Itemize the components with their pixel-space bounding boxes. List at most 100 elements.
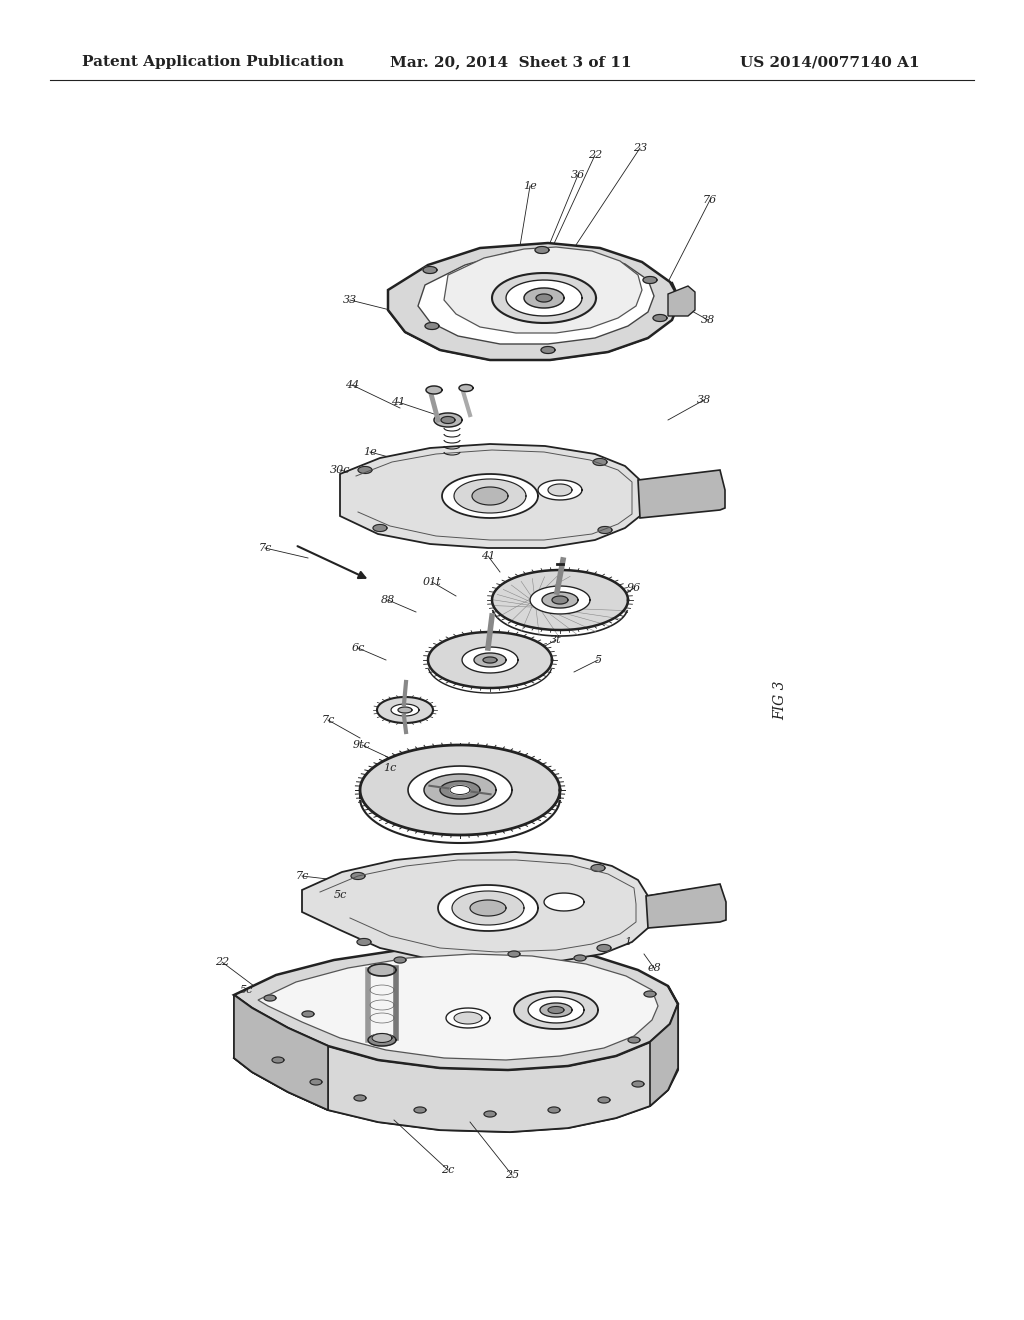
Text: 22: 22 <box>588 150 602 160</box>
Polygon shape <box>388 243 680 360</box>
Polygon shape <box>643 276 657 284</box>
Polygon shape <box>441 417 455 424</box>
Text: 38: 38 <box>700 315 715 325</box>
Polygon shape <box>351 873 365 879</box>
Polygon shape <box>302 851 724 964</box>
Polygon shape <box>628 1038 640 1043</box>
Text: 5: 5 <box>595 655 601 665</box>
Text: 1c: 1c <box>383 763 396 774</box>
Text: 96: 96 <box>627 583 641 593</box>
Polygon shape <box>598 527 612 533</box>
Polygon shape <box>530 586 590 614</box>
Polygon shape <box>540 1003 572 1016</box>
Polygon shape <box>368 964 396 975</box>
Text: 88: 88 <box>381 595 395 605</box>
Polygon shape <box>508 950 520 957</box>
Text: 7c: 7c <box>322 715 335 725</box>
Polygon shape <box>442 474 538 517</box>
Text: FIG 3: FIG 3 <box>773 680 787 719</box>
Polygon shape <box>574 954 586 961</box>
Polygon shape <box>440 781 480 799</box>
Polygon shape <box>644 991 656 997</box>
Polygon shape <box>597 945 611 952</box>
Polygon shape <box>459 384 473 392</box>
Polygon shape <box>450 785 470 795</box>
Polygon shape <box>360 744 560 836</box>
Polygon shape <box>423 267 437 273</box>
Polygon shape <box>650 986 678 1106</box>
Polygon shape <box>646 884 726 928</box>
Polygon shape <box>424 774 496 807</box>
Polygon shape <box>653 314 667 322</box>
Polygon shape <box>428 632 552 688</box>
Polygon shape <box>492 570 628 630</box>
Polygon shape <box>506 280 582 315</box>
Polygon shape <box>310 1078 322 1085</box>
Polygon shape <box>434 413 462 426</box>
Text: 30c: 30c <box>330 465 350 475</box>
Polygon shape <box>426 385 442 393</box>
Polygon shape <box>528 997 584 1023</box>
Polygon shape <box>462 647 518 673</box>
Polygon shape <box>454 1012 482 1024</box>
Polygon shape <box>492 273 596 323</box>
Polygon shape <box>638 470 725 517</box>
Polygon shape <box>446 1008 490 1028</box>
Polygon shape <box>648 282 680 338</box>
Polygon shape <box>388 282 672 360</box>
Polygon shape <box>357 939 371 945</box>
Text: 9tc: 9tc <box>353 741 371 750</box>
Polygon shape <box>552 597 568 605</box>
Text: 25: 25 <box>505 1170 519 1180</box>
Polygon shape <box>358 466 372 474</box>
Polygon shape <box>544 894 584 911</box>
Text: 5c: 5c <box>240 985 253 995</box>
Polygon shape <box>474 653 506 667</box>
Polygon shape <box>234 946 678 1071</box>
Text: US 2014/0077140 A1: US 2014/0077140 A1 <box>740 55 920 69</box>
Polygon shape <box>368 1034 396 1045</box>
Polygon shape <box>535 247 549 253</box>
Text: 41: 41 <box>481 550 496 561</box>
Polygon shape <box>258 954 658 1060</box>
Text: 2c: 2c <box>441 1166 455 1175</box>
Polygon shape <box>438 884 538 931</box>
Polygon shape <box>302 1011 314 1016</box>
Polygon shape <box>538 480 582 500</box>
Polygon shape <box>272 1057 284 1063</box>
Polygon shape <box>408 766 512 814</box>
Text: 1e: 1e <box>364 447 377 457</box>
Polygon shape <box>593 458 607 466</box>
Polygon shape <box>373 524 387 532</box>
Polygon shape <box>454 479 526 513</box>
Polygon shape <box>388 290 440 350</box>
Polygon shape <box>234 995 328 1110</box>
Text: e8: e8 <box>647 964 660 973</box>
Polygon shape <box>391 704 419 715</box>
Text: Patent Application Publication: Patent Application Publication <box>82 55 344 69</box>
Polygon shape <box>398 708 412 713</box>
Polygon shape <box>470 900 506 916</box>
Text: 6c: 6c <box>351 643 365 653</box>
Polygon shape <box>354 1096 366 1101</box>
Polygon shape <box>414 1107 426 1113</box>
Text: 01t: 01t <box>423 577 441 587</box>
Text: 5c: 5c <box>334 890 347 900</box>
Text: 1e: 1e <box>523 181 537 191</box>
Polygon shape <box>548 1007 564 1014</box>
Polygon shape <box>632 1081 644 1086</box>
Polygon shape <box>472 487 508 506</box>
Polygon shape <box>484 1111 496 1117</box>
Polygon shape <box>418 248 654 345</box>
Text: 36: 36 <box>570 170 585 180</box>
Polygon shape <box>234 1008 678 1133</box>
Polygon shape <box>340 444 722 548</box>
Text: 76: 76 <box>702 195 717 205</box>
Polygon shape <box>425 322 439 330</box>
Polygon shape <box>394 957 406 964</box>
Text: 44: 44 <box>345 380 359 389</box>
Text: 41: 41 <box>391 397 406 407</box>
Polygon shape <box>372 1034 392 1043</box>
Text: 7c: 7c <box>295 871 308 880</box>
Polygon shape <box>536 294 552 302</box>
